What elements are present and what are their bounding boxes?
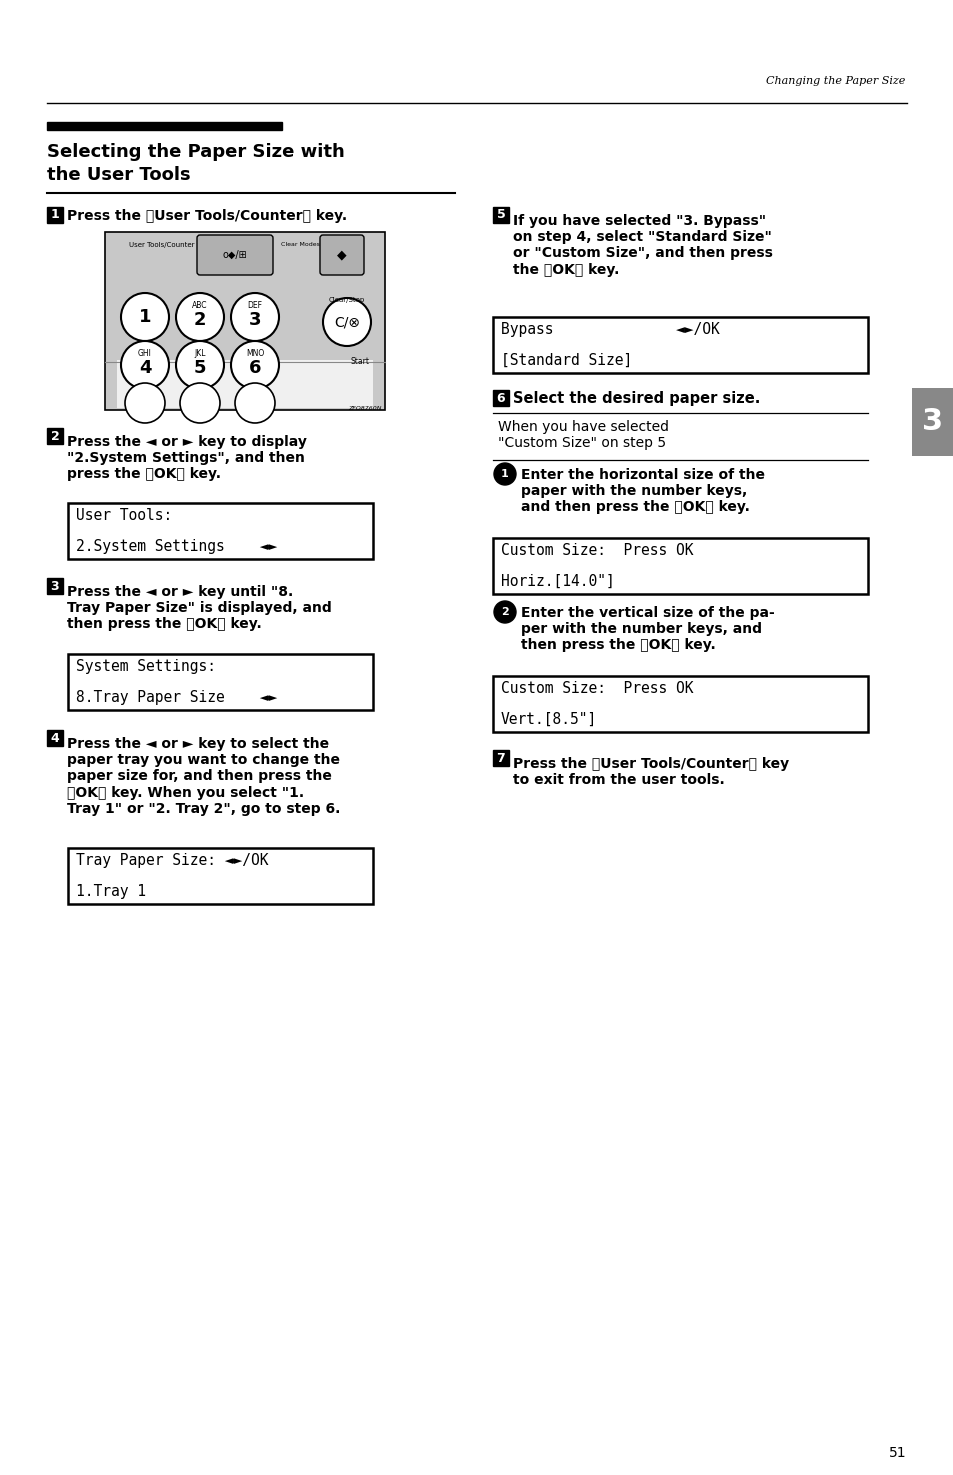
Text: 1: 1 xyxy=(138,308,152,326)
Text: Clear/Stop: Clear/Stop xyxy=(329,296,365,302)
Text: ZFO8760N: ZFO8760N xyxy=(348,406,381,412)
Text: Vert.[8.5"]: Vert.[8.5"] xyxy=(500,712,597,727)
Text: 2.System Settings    ◄►: 2.System Settings ◄► xyxy=(76,538,277,555)
Bar xyxy=(105,232,385,410)
Text: 1.Tray 1: 1.Tray 1 xyxy=(76,884,146,898)
Text: System Settings:: System Settings: xyxy=(76,659,215,674)
Text: 8.Tray Paper Size    ◄►: 8.Tray Paper Size ◄► xyxy=(76,690,277,705)
Text: 1: 1 xyxy=(500,469,508,479)
Text: 2: 2 xyxy=(193,311,206,329)
Circle shape xyxy=(234,384,274,423)
Text: 3: 3 xyxy=(249,311,261,329)
Circle shape xyxy=(231,294,278,341)
Text: Custom Size:  Press OK: Custom Size: Press OK xyxy=(500,681,693,696)
Circle shape xyxy=(231,341,278,389)
Bar xyxy=(47,122,282,130)
Text: the User Tools: the User Tools xyxy=(47,167,191,184)
Circle shape xyxy=(494,600,516,622)
Text: 5: 5 xyxy=(193,358,206,378)
Text: Enter the vertical size of the pa-
per with the number keys, and
then press the : Enter the vertical size of the pa- per w… xyxy=(520,606,774,652)
Circle shape xyxy=(125,384,165,423)
Bar xyxy=(47,207,63,223)
Text: [Standard Size]: [Standard Size] xyxy=(500,353,632,367)
FancyBboxPatch shape xyxy=(196,235,273,274)
Text: Enter the horizontal size of the
paper with the number keys,
and then press the : Enter the horizontal size of the paper w… xyxy=(520,468,764,515)
Text: Press the 【User Tools/Counter】 key
to exit from the user tools.: Press the 【User Tools/Counter】 key to ex… xyxy=(513,757,788,788)
Text: 4: 4 xyxy=(51,732,59,745)
Bar xyxy=(117,360,373,409)
Text: Custom Size:  Press OK: Custom Size: Press OK xyxy=(500,543,693,558)
Text: Bypass              ◄►/OK: Bypass ◄►/OK xyxy=(500,322,719,338)
Bar xyxy=(47,578,63,594)
Text: Select the desired paper size.: Select the desired paper size. xyxy=(513,391,760,406)
Text: 3: 3 xyxy=(922,407,943,437)
Circle shape xyxy=(121,341,169,389)
Text: Changing the Paper Size: Changing the Paper Size xyxy=(765,77,904,86)
Text: Selecting the Paper Size with: Selecting the Paper Size with xyxy=(47,143,344,161)
Text: GHI: GHI xyxy=(138,350,152,358)
Bar xyxy=(493,676,867,732)
Text: DEF: DEF xyxy=(247,301,262,311)
Circle shape xyxy=(121,294,169,341)
Text: 2: 2 xyxy=(500,608,508,617)
Circle shape xyxy=(180,384,220,423)
Text: ◆: ◆ xyxy=(336,248,347,261)
Text: User Tools/Counter: User Tools/Counter xyxy=(129,242,194,248)
Circle shape xyxy=(494,463,516,485)
Bar xyxy=(493,749,509,766)
Text: Press the ◄ or ► key to display
"2.System Settings", and then
press the 【OK】 key: Press the ◄ or ► key to display "2.Syste… xyxy=(67,435,307,481)
Bar xyxy=(68,503,373,559)
Text: Press the ◄ or ► key until "8.
Tray Paper Size" is displayed, and
then press the: Press the ◄ or ► key until "8. Tray Pape… xyxy=(67,586,332,631)
Bar xyxy=(493,538,867,594)
Bar xyxy=(68,848,373,904)
Text: If you have selected "3. Bypass"
on step 4, select "Standard Size"
or "Custom Si: If you have selected "3. Bypass" on step… xyxy=(513,214,772,277)
Text: Press the 【User Tools/Counter】 key.: Press the 【User Tools/Counter】 key. xyxy=(67,209,347,223)
Text: Start: Start xyxy=(350,357,369,366)
Text: Horiz.[14.0"]: Horiz.[14.0"] xyxy=(500,574,614,589)
Bar xyxy=(47,730,63,746)
Text: 5: 5 xyxy=(497,208,505,221)
Circle shape xyxy=(175,294,224,341)
Text: o◆/⊞: o◆/⊞ xyxy=(222,249,247,260)
Text: ABC: ABC xyxy=(193,301,208,311)
Text: Tray Paper Size: ◄►/OK: Tray Paper Size: ◄►/OK xyxy=(76,853,268,869)
Circle shape xyxy=(323,298,371,347)
Text: 3: 3 xyxy=(51,580,59,593)
Text: 6: 6 xyxy=(497,391,505,404)
FancyBboxPatch shape xyxy=(319,235,364,274)
Bar xyxy=(493,207,509,223)
Text: Clear Modes: Clear Modes xyxy=(280,242,319,248)
Text: MNO: MNO xyxy=(246,350,264,358)
Circle shape xyxy=(175,341,224,389)
Text: 2: 2 xyxy=(51,429,59,442)
Bar xyxy=(47,428,63,444)
Text: Press the ◄ or ► key to select the
paper tray you want to change the
paper size : Press the ◄ or ► key to select the paper… xyxy=(67,738,340,816)
Text: 1: 1 xyxy=(51,208,59,221)
Text: 51: 51 xyxy=(888,1446,906,1460)
Text: User Tools:: User Tools: xyxy=(76,507,172,524)
Text: When you have selected
"Custom Size" on step 5: When you have selected "Custom Size" on … xyxy=(497,420,668,450)
Text: 4: 4 xyxy=(138,358,152,378)
Bar xyxy=(493,317,867,373)
Bar xyxy=(911,388,953,456)
Text: C/⊗: C/⊗ xyxy=(334,316,359,329)
Text: 7: 7 xyxy=(497,751,505,764)
Bar xyxy=(493,389,509,406)
Text: 6: 6 xyxy=(249,358,261,378)
Text: JKL: JKL xyxy=(194,350,206,358)
Bar xyxy=(68,653,373,709)
